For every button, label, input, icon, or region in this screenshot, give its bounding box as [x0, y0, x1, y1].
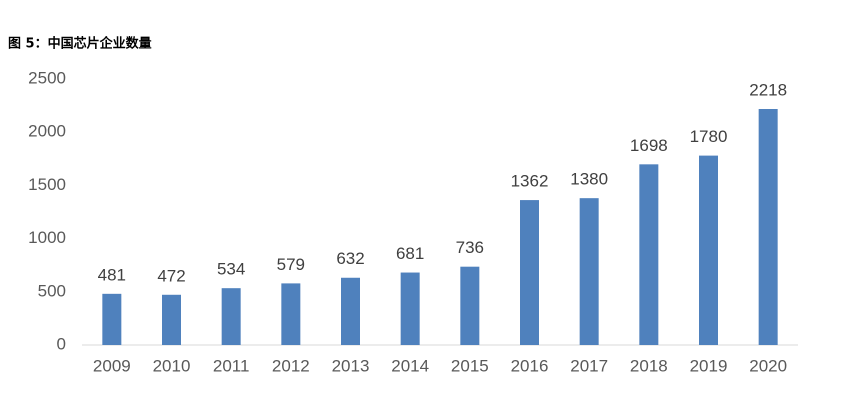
bar — [102, 293, 122, 345]
bar — [162, 294, 181, 345]
bar — [221, 288, 241, 345]
x-tick-label: 2014 — [391, 356, 429, 375]
y-tick-label: 500 — [38, 281, 66, 300]
x-tick-label: 2017 — [570, 356, 608, 375]
bar — [400, 272, 420, 345]
bar — [639, 164, 659, 345]
x-tick-label: 2020 — [749, 356, 787, 375]
x-tick-label: 2012 — [272, 356, 310, 375]
x-tick-label: 2013 — [332, 356, 370, 375]
bar — [341, 277, 360, 345]
value-label: 534 — [217, 260, 245, 279]
x-tick-label: 2019 — [690, 356, 728, 375]
value-label: 736 — [456, 238, 484, 257]
value-label: 632 — [336, 249, 364, 268]
value-label: 1380 — [570, 170, 608, 189]
value-label: 2218 — [749, 80, 787, 99]
x-tick-label: 2015 — [451, 356, 489, 375]
x-tick-label: 2016 — [511, 356, 549, 375]
bar — [520, 200, 539, 345]
value-label: 481 — [98, 265, 126, 284]
x-tick-label: 2011 — [213, 356, 250, 375]
x-tick-label: 2018 — [630, 356, 668, 375]
bar — [460, 266, 480, 345]
y-tick-label: 1500 — [28, 175, 66, 194]
bar — [281, 283, 301, 345]
y-tick-label: 1000 — [28, 228, 66, 247]
bar — [579, 198, 599, 345]
value-label: 472 — [157, 266, 185, 285]
bar — [699, 155, 718, 345]
value-label: 1780 — [690, 127, 728, 146]
y-tick-label: 0 — [57, 334, 66, 353]
y-tick-label: 2000 — [28, 122, 66, 141]
value-label: 1698 — [630, 136, 668, 155]
value-label: 681 — [396, 244, 424, 263]
x-tick-label: 2009 — [93, 356, 131, 375]
x-tick-label: 2010 — [153, 356, 191, 375]
y-tick-label: 2500 — [28, 68, 66, 87]
chart-title: 图 5：中国芯片企业数量 — [8, 36, 152, 52]
bar — [758, 109, 778, 346]
value-label: 1362 — [511, 172, 549, 191]
value-label: 579 — [277, 255, 305, 274]
